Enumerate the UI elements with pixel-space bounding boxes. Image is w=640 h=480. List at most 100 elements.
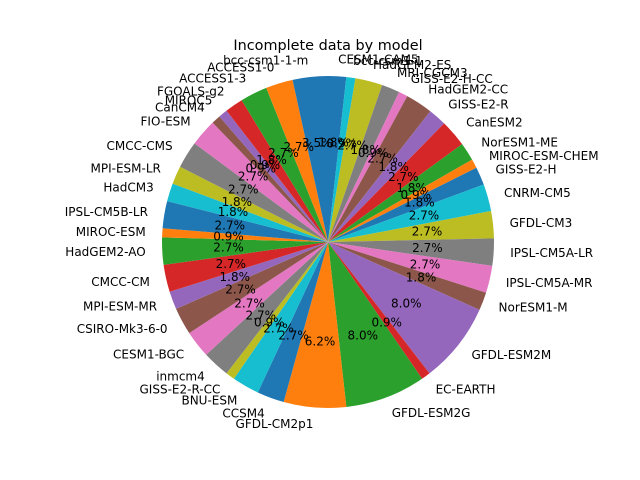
- slice-percent-label: 1.8%: [396, 181, 427, 195]
- pie-slice: [241, 87, 328, 242]
- slice-label: MIROC-ESM-CHEM: [489, 149, 599, 163]
- slice-label: CMCC-CM: [91, 275, 150, 289]
- slice-percent-label: 8.0%: [348, 328, 379, 342]
- slice-percent-label: 1.8%: [256, 153, 287, 167]
- slice-percent-label: 2.7%: [216, 257, 247, 271]
- slice-percent-label: 1.8%: [218, 205, 249, 219]
- pie-slice: [206, 242, 328, 374]
- slice-percent-label: 1.8%: [404, 195, 435, 209]
- slice-label: CSIRO-Mk3-6-0: [77, 322, 168, 336]
- pie-slice: [328, 238, 494, 266]
- pie-slice: [328, 242, 423, 407]
- slice-percent-label: 0.9%: [250, 158, 281, 172]
- slice-label: GISS-E2-H: [496, 162, 557, 176]
- slice-percent-label: 2.7%: [268, 146, 299, 160]
- pie-slice: [328, 111, 445, 243]
- pie-slice: [226, 100, 328, 243]
- slice-percent-label: 2.7%: [388, 170, 419, 184]
- pie-slice: [266, 79, 328, 242]
- slice-percent-label: 0.9%: [401, 188, 432, 202]
- slice-label: IPSL-CM5B-LR: [65, 205, 148, 219]
- slice-percent-label: 2.7%: [367, 152, 398, 166]
- pie-slice: [328, 167, 484, 242]
- pie-slice: [328, 242, 480, 374]
- slice-label: MRI-CGCM3: [397, 66, 468, 80]
- slice-label: CESM1-CAM5: [338, 53, 418, 67]
- pie-slice: [283, 242, 347, 408]
- slice-percent-label: 2.7%: [263, 321, 294, 335]
- slice-label: GFDL-CM3: [510, 216, 573, 230]
- slice-percent-label: 0.9%: [371, 315, 402, 329]
- slice-percent-label: 0.9%: [246, 162, 277, 176]
- slice-label: CCSM4: [222, 406, 264, 420]
- pie-slice: [328, 77, 356, 243]
- slice-label: CanESM2: [466, 116, 523, 130]
- slice-label: CESM1-BGC: [113, 348, 184, 362]
- pie-slice: [328, 159, 477, 242]
- slice-label: MIROC-ESM: [76, 225, 146, 239]
- pie-slices: [161, 76, 494, 408]
- slice-percent-label: 6.2%: [305, 334, 336, 348]
- pie-slice: [328, 78, 383, 242]
- slice-percent-label: 1.8%: [318, 136, 349, 150]
- slice-label: CanCM4: [155, 100, 205, 114]
- pie-slice: [226, 242, 328, 379]
- slice-percent-label: 1.8%: [220, 270, 251, 284]
- pie-slice: [233, 242, 328, 393]
- slice-percent-label: 3.5%: [302, 136, 333, 150]
- slice-label: GFDL-ESM2M: [471, 348, 551, 362]
- slice-percent-label: 2.7%: [337, 138, 368, 152]
- slice-label: GISS-E2-R: [448, 98, 508, 112]
- slice-label: bcc-csm1-1-m: [223, 53, 308, 67]
- slice-label: HadCM3: [103, 180, 153, 194]
- slice-label: ACCESS1-0: [207, 60, 274, 74]
- pie-slice: [328, 85, 400, 242]
- pie-slice: [328, 76, 347, 242]
- pie-slice: [163, 242, 328, 292]
- slice-percent-label: 1.8%: [406, 271, 437, 285]
- slice-label: HadGEM2-CC: [428, 82, 508, 96]
- slice-percent-label: 2.7%: [228, 183, 259, 197]
- pie-slice: [162, 228, 328, 242]
- pie-slice: [328, 242, 430, 379]
- pie-slice: [161, 237, 328, 265]
- slice-label: IPSL-CM5A-LR: [510, 246, 593, 260]
- slice-label: GISS-E2-R-CC: [140, 383, 221, 397]
- slice-label: GFDL-ESM2G: [392, 406, 471, 420]
- slice-label: HadGEM2-AO: [65, 245, 145, 259]
- chart-title: Incomplete data by model: [233, 38, 422, 54]
- slice-percent-label: 2.7%: [278, 328, 309, 342]
- slice-label: MIROC5: [165, 94, 213, 108]
- pie-slice: [257, 242, 328, 402]
- pie-slice: [180, 143, 328, 242]
- slice-label: CMCC-CMS: [106, 139, 172, 153]
- pie-slice: [176, 242, 328, 334]
- slice-percent-label: 1.8%: [222, 195, 253, 209]
- slice-percent-label: 2.7%: [225, 283, 256, 297]
- pie-slice: [328, 96, 431, 242]
- slice-label: HadGEM2-ES: [373, 58, 451, 72]
- slice-percent-label: 2.7%: [412, 241, 443, 255]
- slice-percent-label: 0.9%: [213, 229, 244, 243]
- slice-label: NorESM1-M: [499, 300, 568, 314]
- slice-percent-label: 1.8%: [350, 143, 381, 157]
- pie-labels: CESM1-CAM5bcc-csm1-1HadGEM2-ESMRI-CGCM3G…: [65, 53, 599, 431]
- slice-label: ACCESS1-3: [179, 72, 246, 86]
- slice-label: NorESM1-ME: [481, 136, 558, 150]
- slice-label: FIO-ESM: [141, 115, 191, 129]
- slice-label: MPI-ESM-LR: [91, 161, 161, 175]
- pie-slice: [292, 76, 328, 242]
- slice-label: FGOALS-g2: [157, 85, 225, 99]
- slice-percent-label: 8.0%: [391, 297, 422, 311]
- slice-label: GFDL-CM2p1: [236, 417, 314, 431]
- slice-percent-label: 1.8%: [378, 160, 409, 174]
- slice-percent-label: 2.7%: [215, 219, 246, 233]
- pie-slice: [328, 184, 492, 242]
- pie-slice: [328, 123, 463, 242]
- slice-percent-label: 2.7%: [412, 225, 443, 239]
- slice-label: BNU-ESM: [181, 394, 237, 408]
- slice-percent-label: 0.9%: [326, 136, 357, 150]
- slice-label: GISS-E2-H-CC: [411, 72, 493, 86]
